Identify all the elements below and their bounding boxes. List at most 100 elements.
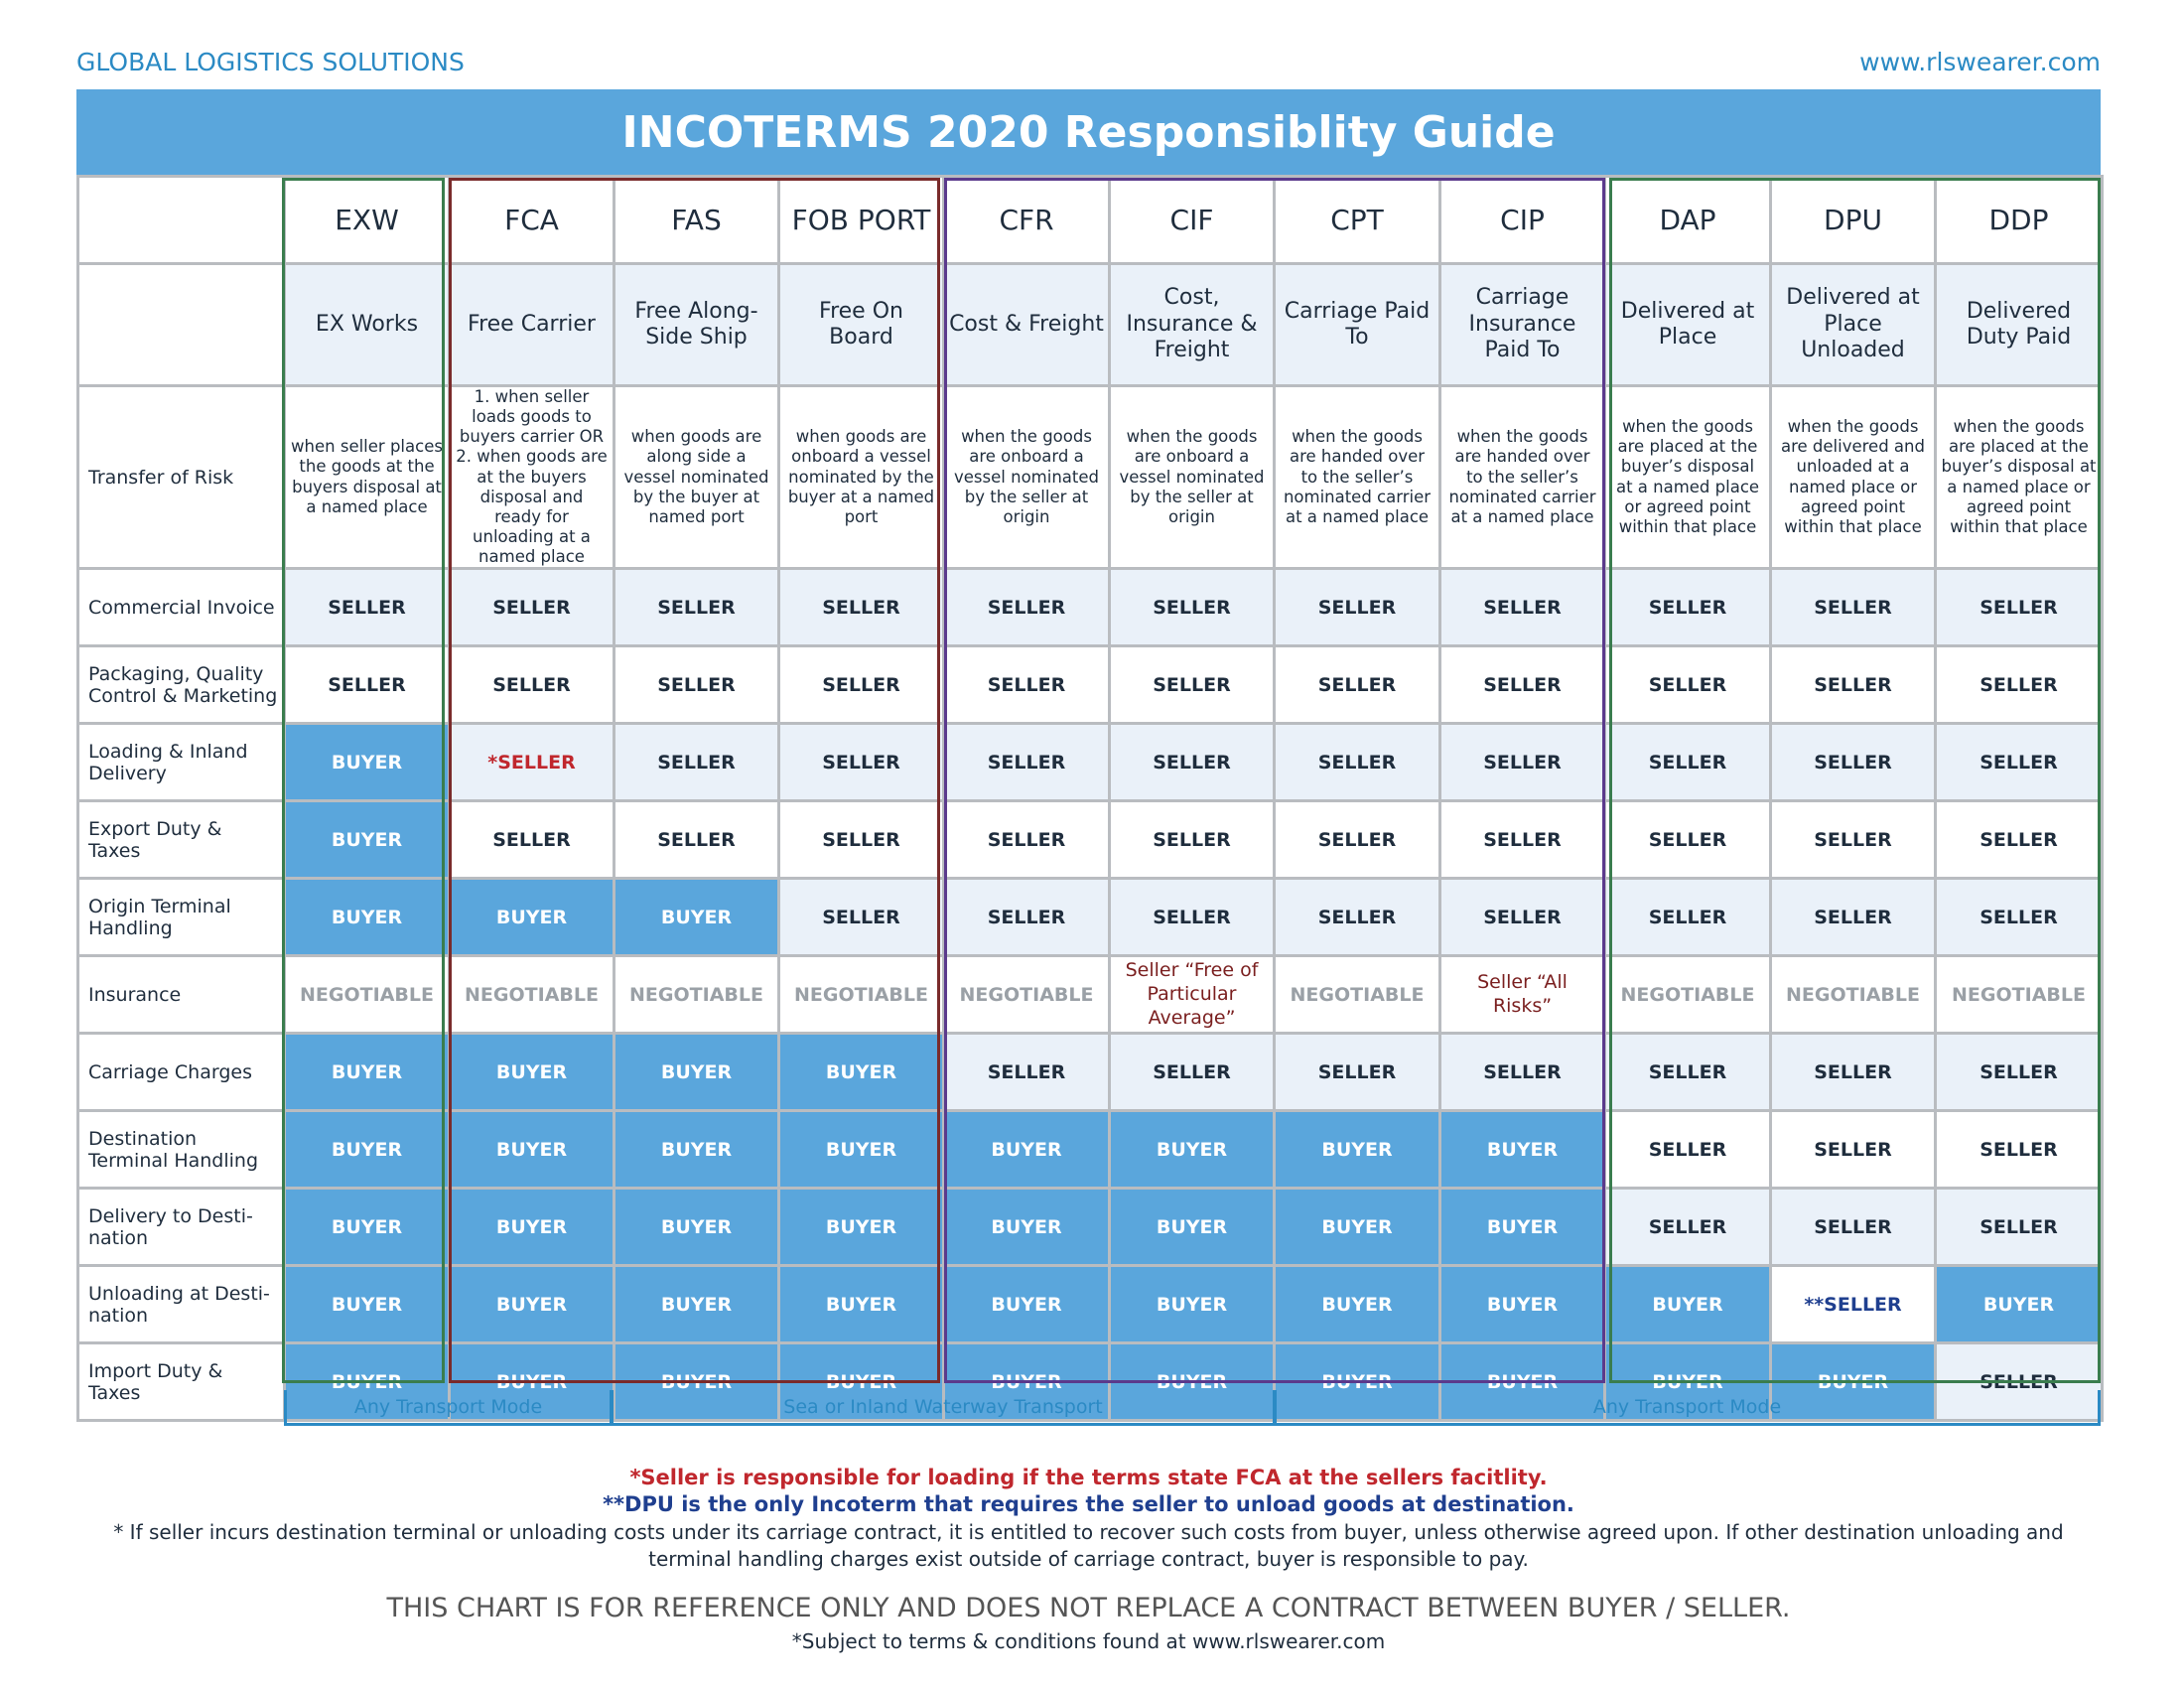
responsibility-cell: SELLER	[1603, 1032, 1772, 1113]
risk-text: when goods are along side a vessel nomin…	[623, 427, 769, 526]
responsibility-cell: SELLER	[1934, 877, 2104, 958]
risk-cell: when goods are along side a vessel nomin…	[613, 383, 780, 571]
cell-value: SELLER	[1979, 596, 2058, 619]
cell-value: BUYER	[825, 1138, 897, 1161]
responsibility-row: Loading & Inland Delivery BUYER *SELLER SEL…	[76, 722, 2104, 803]
responsibility-cell: SELLER	[1934, 1187, 2104, 1268]
responsibility-cell: SELLER	[613, 567, 780, 648]
responsibility-cell: NEGOTIABLE	[1934, 954, 2104, 1036]
responsibility-cell: SELLER	[1108, 644, 1276, 726]
cell-value: SELLER	[987, 673, 1066, 696]
term-name: EX Works	[315, 311, 419, 337]
row-label: Insurance	[76, 954, 286, 1036]
cell-value: BUYER	[991, 1293, 1062, 1316]
responsibility-cell: BUYER	[448, 1187, 615, 1268]
cell-value: SELLER	[1648, 751, 1727, 774]
term-name: Cost, Insurance & Freight	[1126, 285, 1258, 363]
cell-value: BUYER	[1156, 1293, 1228, 1316]
incoterms-table: EXW FCA FAS FOB PORT CFR CIF CPT CIP DAP DPU DDP EX…	[76, 175, 2104, 1423]
cell-value: BUYER	[331, 1138, 403, 1161]
row-label: Loading & Inland Delivery	[76, 722, 286, 803]
term-code-text: FAS	[671, 203, 722, 236]
row-label: Carriage Charges	[76, 1032, 286, 1113]
term-code-text: CIF	[1169, 203, 1214, 236]
website-link[interactable]: www.rlswearer.com	[1859, 48, 2101, 76]
cell-value: SELLER	[987, 906, 1066, 928]
cell-value: SELLER	[1814, 906, 1892, 928]
responsibility-cell: SELLER	[613, 722, 780, 803]
cell-value: BUYER	[825, 1293, 897, 1316]
cell-value: BUYER	[331, 828, 403, 851]
cell-value: SELLER	[987, 828, 1066, 851]
cell-value: SELLER	[492, 596, 571, 619]
cell-value: BUYER	[495, 1060, 568, 1083]
cell-value: SELLER	[987, 1060, 1066, 1083]
row-label-text: Destination Terminal Handling	[88, 1127, 259, 1172]
responsibility-cell: BUYER	[777, 1187, 945, 1268]
term-name-cell: EX Works	[283, 262, 451, 387]
cell-value: SELLER	[1153, 1060, 1231, 1083]
cell-value: Seller “Free of Particular Average”	[1125, 959, 1259, 1029]
term-name: Free Carrier	[468, 311, 596, 337]
row-label-text: Delivery to Desti-nation	[88, 1204, 253, 1249]
responsibility-cell: SELLER	[942, 722, 1111, 803]
cell-value: SELLER	[822, 751, 900, 774]
cell-value: SELLER	[822, 906, 900, 928]
responsibility-row: Export Duty & Taxes BUYER SELLER SELLER SELL…	[76, 799, 2104, 881]
cell-value: SELLER	[1648, 828, 1727, 851]
cell-value: BUYER	[660, 906, 733, 928]
risk-cell: when seller places the goods at the buye…	[283, 383, 451, 571]
cell-value: BUYER	[495, 1138, 568, 1161]
term-name: Free Along-Side Ship	[634, 298, 758, 350]
cell-value: SELLER	[1814, 1060, 1892, 1083]
responsibility-cell: BUYER	[1273, 1187, 1441, 1268]
responsibility-cell: SELLER	[1438, 644, 1606, 726]
responsibility-cell: BUYER	[942, 1264, 1111, 1345]
responsibility-cell: SELLER	[777, 722, 945, 803]
term-code-fas: FAS	[613, 175, 780, 265]
responsibility-cell: BUYER	[613, 877, 780, 958]
row-label-text: Unloading at Desti-nation	[88, 1282, 270, 1327]
cell-value: SELLER	[1648, 673, 1727, 696]
risk-text: when the goods are handed over to the se…	[1448, 427, 1596, 526]
responsibility-cell: BUYER	[942, 1109, 1111, 1191]
cell-value: SELLER	[1317, 1060, 1397, 1083]
responsibility-cell: SELLER	[1438, 567, 1606, 648]
risk-cell: when goods are onboard a vessel nominate…	[777, 383, 945, 571]
responsibility-cell: BUYER	[613, 1109, 780, 1191]
term-code-cif: CIF	[1108, 175, 1276, 265]
responsibility-cell: BUYER	[1438, 1187, 1606, 1268]
cell-value: BUYER	[660, 1138, 733, 1161]
risk-cell: when the goods are onboard a vessel nomi…	[942, 383, 1111, 571]
risk-cell: when the goods are delivered and unloade…	[1769, 383, 1937, 571]
row-label-text: Origin Terminal Handling	[88, 895, 231, 939]
cell-value: SELLER	[1483, 673, 1562, 696]
term-name: Delivered at Place Unloaded	[1786, 285, 1920, 363]
cell-value: SELLER	[1979, 828, 2058, 851]
responsibility-cell: BUYER	[777, 1264, 945, 1345]
responsibility-cell: SELLER	[1934, 799, 2104, 881]
term-code-ddp: DDP	[1934, 175, 2104, 265]
responsibility-cell: NEGOTIABLE	[777, 954, 945, 1036]
responsibility-row: Commercial Invoice SELLER SELLER SELLER SELL…	[76, 567, 2104, 648]
risk-cell: when the goods are onboard a vessel nomi…	[1108, 383, 1276, 571]
responsibility-cell: SELLER	[777, 644, 945, 726]
cell-value: NEGOTIABLE	[300, 983, 434, 1006]
cell-value: *SELLER	[487, 751, 576, 774]
risk-text: when the goods are placed at the buyer’s…	[1615, 417, 1760, 536]
responsibility-cell: SELLER	[1769, 644, 1937, 726]
responsibility-cell: BUYER	[283, 877, 451, 958]
responsibility-cell: *SELLER	[448, 722, 615, 803]
cell-value: SELLER	[1979, 1060, 2058, 1083]
responsibility-cell: SELLER	[1273, 877, 1441, 958]
top-bar: GLOBAL LOGISTICS SOLUTIONS www.rlswearer…	[76, 48, 2101, 81]
responsibility-cell: SELLER	[1603, 722, 1772, 803]
responsibility-cell: SELLER	[1603, 877, 1772, 958]
cell-value: SELLER	[1153, 596, 1231, 619]
responsibility-cell: SELLER	[1273, 722, 1441, 803]
term-code-text: DAP	[1659, 203, 1716, 236]
responsibility-cell: SELLER	[1273, 799, 1441, 881]
cell-value: BUYER	[825, 1060, 897, 1083]
cell-value: NEGOTIABLE	[629, 983, 763, 1006]
term-name-cell: Free Carrier	[448, 262, 615, 387]
